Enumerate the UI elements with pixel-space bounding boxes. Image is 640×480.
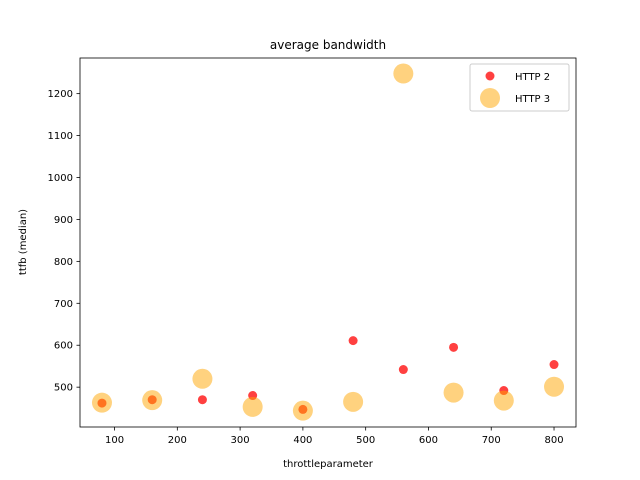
x-tick-label: 500 (356, 435, 375, 446)
http3-point (393, 63, 414, 84)
y-tick-label: 900 (54, 215, 73, 226)
plot-frame (79, 57, 577, 428)
y-tick-label: 1000 (48, 173, 73, 184)
http3-point (242, 396, 263, 417)
legend-label-http3: HTTP 3 (515, 94, 550, 105)
y-axis-label: ttfb (median) (18, 209, 29, 275)
y-tick-label: 500 (54, 383, 73, 394)
x-tick-label: 700 (482, 435, 501, 446)
http3-point (142, 390, 163, 411)
http2-point (348, 336, 358, 346)
x-tick-label: 200 (168, 435, 187, 446)
http3-point (292, 400, 313, 421)
y-tick-label: 1100 (48, 131, 73, 142)
chart-title: average bandwidth (270, 38, 386, 52)
http3-point (443, 382, 464, 403)
http2-point (449, 342, 459, 352)
y-axis: 500 600 700 800 900 1000 1100 1200 (48, 89, 80, 394)
x-tick-label: 600 (419, 435, 438, 446)
legend: HTTP 2 HTTP 3 (469, 63, 570, 112)
plot-area (91, 63, 565, 421)
x-tick-label: 800 (544, 435, 563, 446)
x-axis-label: throttleparameter (283, 459, 374, 470)
http3-point (91, 392, 112, 413)
x-tick-label: 300 (231, 435, 250, 446)
x-tick-label: 400 (293, 435, 312, 446)
y-tick-label: 1200 (48, 89, 73, 100)
http2-point (197, 395, 207, 405)
legend-marker-http2 (485, 71, 495, 81)
http3-point (343, 391, 364, 412)
y-tick-label: 800 (54, 257, 73, 268)
legend-marker-http3 (480, 88, 500, 108)
http3-point (493, 390, 514, 411)
y-tick-label: 700 (54, 299, 73, 310)
x-axis: 100 200 300 400 500 600 700 800 (105, 427, 564, 446)
http3-point (544, 376, 565, 397)
x-tick-label: 100 (105, 435, 124, 446)
y-tick-label: 600 (54, 341, 73, 352)
http2-point (398, 365, 408, 375)
http2-point (549, 360, 559, 370)
legend-label-http2: HTTP 2 (515, 72, 550, 83)
http3-point (192, 368, 213, 389)
